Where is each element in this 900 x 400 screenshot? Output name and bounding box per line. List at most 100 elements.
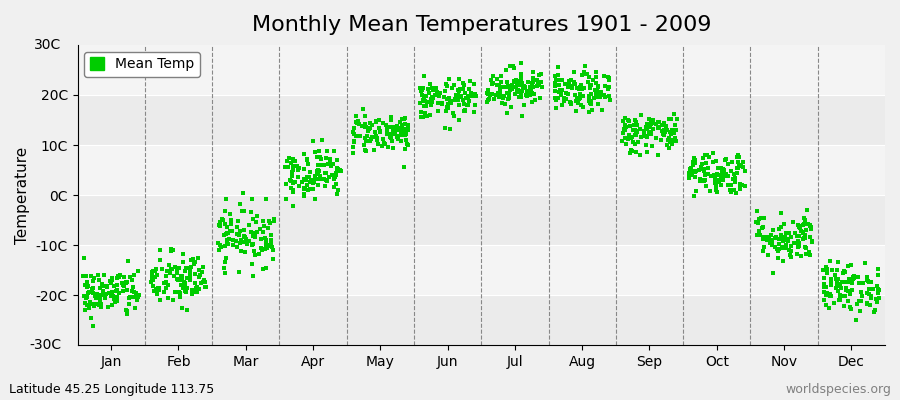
Mean Temp	[373, 128, 387, 135]
Mean Temp	[291, 174, 305, 180]
Mean Temp	[460, 101, 474, 108]
Mean Temp	[375, 136, 390, 143]
Mean Temp	[127, 289, 141, 295]
Mean Temp	[439, 81, 454, 87]
Mean Temp	[655, 128, 670, 134]
Mean Temp	[716, 175, 730, 182]
Mean Temp	[842, 291, 857, 297]
Mean Temp	[256, 223, 271, 230]
Mean Temp	[358, 148, 373, 154]
Mean Temp	[665, 141, 680, 148]
Mean Temp	[695, 177, 709, 184]
Mean Temp	[417, 103, 431, 110]
Mean Temp	[347, 139, 362, 145]
Mean Temp	[433, 90, 447, 97]
Mean Temp	[698, 171, 713, 177]
Mean Temp	[558, 81, 572, 88]
Mean Temp	[284, 169, 299, 176]
Mean Temp	[727, 187, 742, 193]
Mean Temp	[374, 143, 389, 149]
Mean Temp	[549, 77, 563, 84]
Mean Temp	[816, 284, 831, 290]
Mean Temp	[817, 281, 832, 288]
Mean Temp	[98, 294, 112, 301]
Mean Temp	[483, 92, 498, 98]
Mean Temp	[547, 88, 562, 94]
Mean Temp	[306, 185, 320, 192]
Mean Temp	[644, 129, 659, 135]
Mean Temp	[510, 88, 525, 95]
Mean Temp	[328, 170, 343, 176]
Mean Temp	[421, 90, 436, 96]
Mean Temp	[242, 238, 256, 244]
Mean Temp	[523, 92, 537, 98]
Mean Temp	[526, 84, 540, 90]
Mean Temp	[423, 99, 437, 106]
Mean Temp	[861, 290, 876, 297]
Mean Temp	[424, 99, 438, 106]
Mean Temp	[383, 133, 398, 140]
Mean Temp	[256, 266, 270, 272]
Mean Temp	[493, 84, 508, 90]
Y-axis label: Temperature: Temperature	[15, 146, 30, 244]
Mean Temp	[626, 139, 640, 145]
Mean Temp	[326, 160, 340, 167]
Mean Temp	[731, 159, 745, 165]
Mean Temp	[871, 290, 886, 296]
Mean Temp	[306, 137, 320, 144]
Mean Temp	[662, 129, 677, 135]
Mean Temp	[824, 276, 838, 282]
Mean Temp	[590, 83, 605, 89]
Mean Temp	[714, 165, 728, 171]
Bar	[77, 195, 885, 245]
Mean Temp	[183, 274, 197, 280]
Mean Temp	[347, 131, 362, 137]
Mean Temp	[249, 219, 264, 226]
Mean Temp	[495, 94, 509, 100]
Mean Temp	[188, 280, 202, 286]
Mean Temp	[105, 274, 120, 281]
Mean Temp	[651, 119, 665, 126]
Mean Temp	[167, 264, 182, 270]
Mean Temp	[103, 278, 117, 284]
Mean Temp	[238, 236, 253, 242]
Mean Temp	[78, 295, 93, 301]
Mean Temp	[732, 154, 746, 160]
Mean Temp	[829, 276, 843, 282]
Mean Temp	[771, 255, 786, 262]
Mean Temp	[572, 84, 587, 90]
Mean Temp	[77, 255, 92, 262]
Mean Temp	[363, 138, 377, 144]
Mean Temp	[196, 279, 211, 286]
Mean Temp	[353, 133, 367, 140]
Mean Temp	[84, 272, 98, 279]
Mean Temp	[824, 280, 838, 286]
Mean Temp	[416, 97, 430, 104]
Mean Temp	[449, 93, 464, 99]
Mean Temp	[110, 275, 124, 282]
Mean Temp	[288, 163, 302, 170]
Mean Temp	[296, 150, 310, 157]
Mean Temp	[414, 88, 428, 94]
Mean Temp	[327, 176, 341, 182]
Mean Temp	[306, 180, 320, 186]
Mean Temp	[264, 236, 278, 243]
Mean Temp	[638, 124, 652, 131]
Mean Temp	[784, 234, 798, 240]
Mean Temp	[113, 272, 128, 278]
Mean Temp	[307, 179, 321, 186]
Mean Temp	[682, 172, 697, 178]
Mean Temp	[617, 122, 632, 128]
Mean Temp	[644, 118, 658, 125]
Mean Temp	[563, 101, 578, 107]
Mean Temp	[780, 237, 795, 243]
Mean Temp	[303, 169, 318, 176]
Mean Temp	[549, 104, 563, 111]
Mean Temp	[518, 91, 533, 98]
Mean Temp	[796, 235, 811, 242]
Mean Temp	[658, 129, 672, 136]
Mean Temp	[706, 159, 720, 166]
Mean Temp	[81, 290, 95, 296]
Mean Temp	[601, 74, 616, 80]
Mean Temp	[370, 136, 384, 143]
